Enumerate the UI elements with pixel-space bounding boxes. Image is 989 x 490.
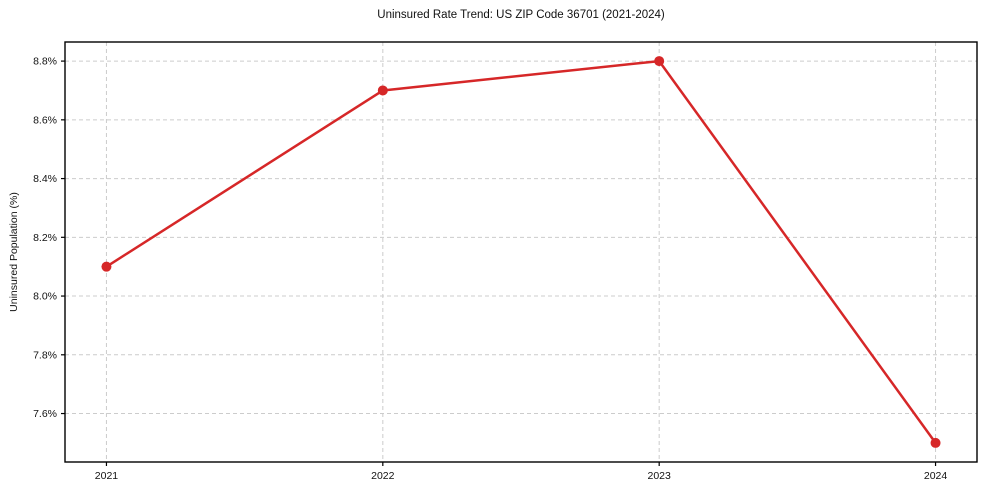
- trend-line: [105, 59, 937, 445]
- data-point-2022: [377, 85, 388, 96]
- data-point-2023: [654, 56, 665, 67]
- chart-title: Uninsured Rate Trend: US ZIP Code 36701 …: [377, 9, 665, 21]
- y-tick-label: 8.6%: [33, 114, 57, 126]
- data-point-2024: [930, 437, 941, 448]
- x-tick-label: 2021: [95, 470, 119, 482]
- plot-border: [64, 41, 978, 463]
- y-tick-label: 8.2%: [33, 232, 57, 244]
- x-tick-label: 2024: [924, 470, 948, 482]
- x-tick-label: 2022: [371, 470, 395, 482]
- y-axis-label: Uninsured Population (%): [8, 192, 20, 312]
- y-tick-label: 7.6%: [33, 408, 57, 420]
- data-point-2021: [101, 261, 112, 272]
- y-tick-label: 8.8%: [33, 56, 57, 68]
- y-tick-label: 8.0%: [33, 291, 57, 303]
- y-tick-label: 8.4%: [33, 173, 57, 185]
- x-tick-label: 2023: [648, 470, 672, 482]
- y-tick-label: 7.8%: [33, 349, 57, 361]
